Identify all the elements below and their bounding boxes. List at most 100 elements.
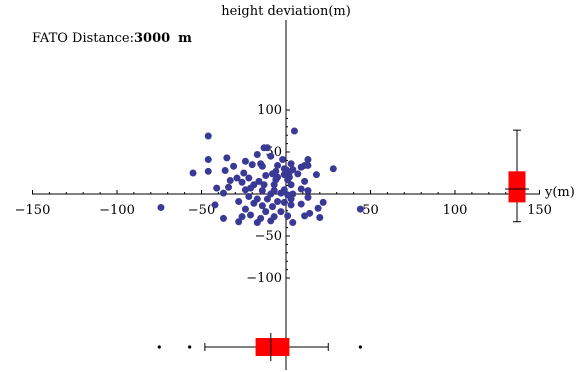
data-point [297, 200, 305, 208]
data-point [274, 198, 282, 206]
data-point [301, 177, 309, 185]
data-point [287, 195, 295, 203]
data-point [255, 177, 263, 185]
data-point [274, 161, 282, 169]
data-point [287, 181, 295, 189]
data-point [284, 176, 292, 184]
x-boxplot-box [255, 338, 290, 356]
data-point [211, 201, 219, 209]
data-point [304, 156, 312, 164]
data-point [238, 178, 246, 186]
data-point [241, 205, 249, 213]
x-boxplot-outlier [157, 345, 161, 349]
data-point [289, 166, 297, 174]
fato-distance-annotation: FATO Distance:3000 m [32, 31, 192, 46]
data-point [219, 189, 227, 197]
data-point [304, 193, 312, 201]
data-points [157, 127, 364, 227]
data-point [314, 204, 322, 212]
x-boxplot-outlier [358, 345, 362, 349]
y-axis-title: height deviation(m) [221, 4, 351, 19]
data-point [290, 127, 298, 135]
data-point [280, 198, 288, 206]
data-point [263, 144, 271, 152]
data-point [268, 170, 276, 178]
data-point [287, 201, 295, 209]
data-point [204, 132, 212, 140]
x-tick-label: −100 [99, 203, 135, 218]
data-point [319, 198, 327, 206]
data-point [235, 218, 243, 226]
x-tick-label: 50 [362, 203, 379, 218]
data-point [356, 205, 364, 213]
fato-distance-value: 3000 [134, 31, 170, 46]
data-point [267, 190, 275, 198]
data-point [245, 193, 253, 201]
data-point [277, 189, 285, 197]
data-point [223, 154, 231, 162]
data-point [270, 181, 278, 189]
fato-distance-label: FATO Distance: [32, 31, 134, 46]
data-point [263, 195, 271, 203]
data-point [289, 219, 297, 227]
tick-marks [32, 109, 540, 279]
y-tick-label: 100 [257, 103, 282, 118]
data-point [230, 162, 238, 170]
data-point [297, 163, 305, 171]
data-point [304, 161, 312, 169]
data-point [301, 212, 309, 220]
data-point [225, 183, 233, 191]
x-tick-label: 100 [443, 203, 468, 218]
data-point [312, 171, 320, 179]
data-point [253, 219, 261, 227]
x-boxplot-outlier [188, 345, 192, 349]
y-boxplot [505, 129, 529, 223]
data-point [262, 208, 270, 216]
x-tick-label: 150 [527, 203, 552, 218]
data-point [241, 186, 249, 194]
data-point [267, 217, 275, 225]
x-boxplot [157, 333, 362, 361]
data-point [157, 203, 165, 211]
data-point [226, 177, 234, 185]
data-point [248, 161, 256, 169]
data-point [277, 208, 285, 216]
data-point [287, 160, 295, 168]
data-point [213, 184, 221, 192]
data-point [204, 167, 212, 175]
y-tick-label: −50 [255, 229, 282, 244]
fato-distance-unit: m [178, 31, 192, 46]
x-axis-title-text: y(m) [544, 185, 575, 200]
data-point [219, 214, 227, 222]
data-point [253, 151, 261, 159]
x-axis-title: y(m) [544, 185, 575, 200]
data-point [258, 162, 266, 170]
data-point [189, 169, 197, 177]
data-point [258, 187, 266, 195]
data-point [241, 157, 249, 165]
data-point [238, 213, 246, 221]
data-point [284, 212, 292, 220]
data-point [279, 156, 287, 164]
data-point [316, 214, 324, 222]
data-point [258, 202, 266, 210]
data-point [329, 165, 337, 173]
data-point [240, 169, 248, 177]
data-point [304, 187, 312, 195]
data-point [260, 181, 268, 189]
data-point [294, 170, 302, 178]
data-point [250, 199, 258, 207]
data-point [233, 174, 241, 182]
data-point [268, 203, 276, 211]
data-point [221, 166, 229, 174]
data-point [297, 185, 305, 193]
x-tick-label: −150 [15, 203, 51, 218]
data-point [245, 174, 253, 182]
y-tick-label: −100 [246, 271, 282, 286]
data-point [235, 198, 243, 206]
y-boxplot-box [508, 171, 526, 203]
y-axis-title-text: height deviation(m) [221, 4, 351, 19]
data-point [267, 152, 275, 160]
data-point [262, 172, 270, 180]
